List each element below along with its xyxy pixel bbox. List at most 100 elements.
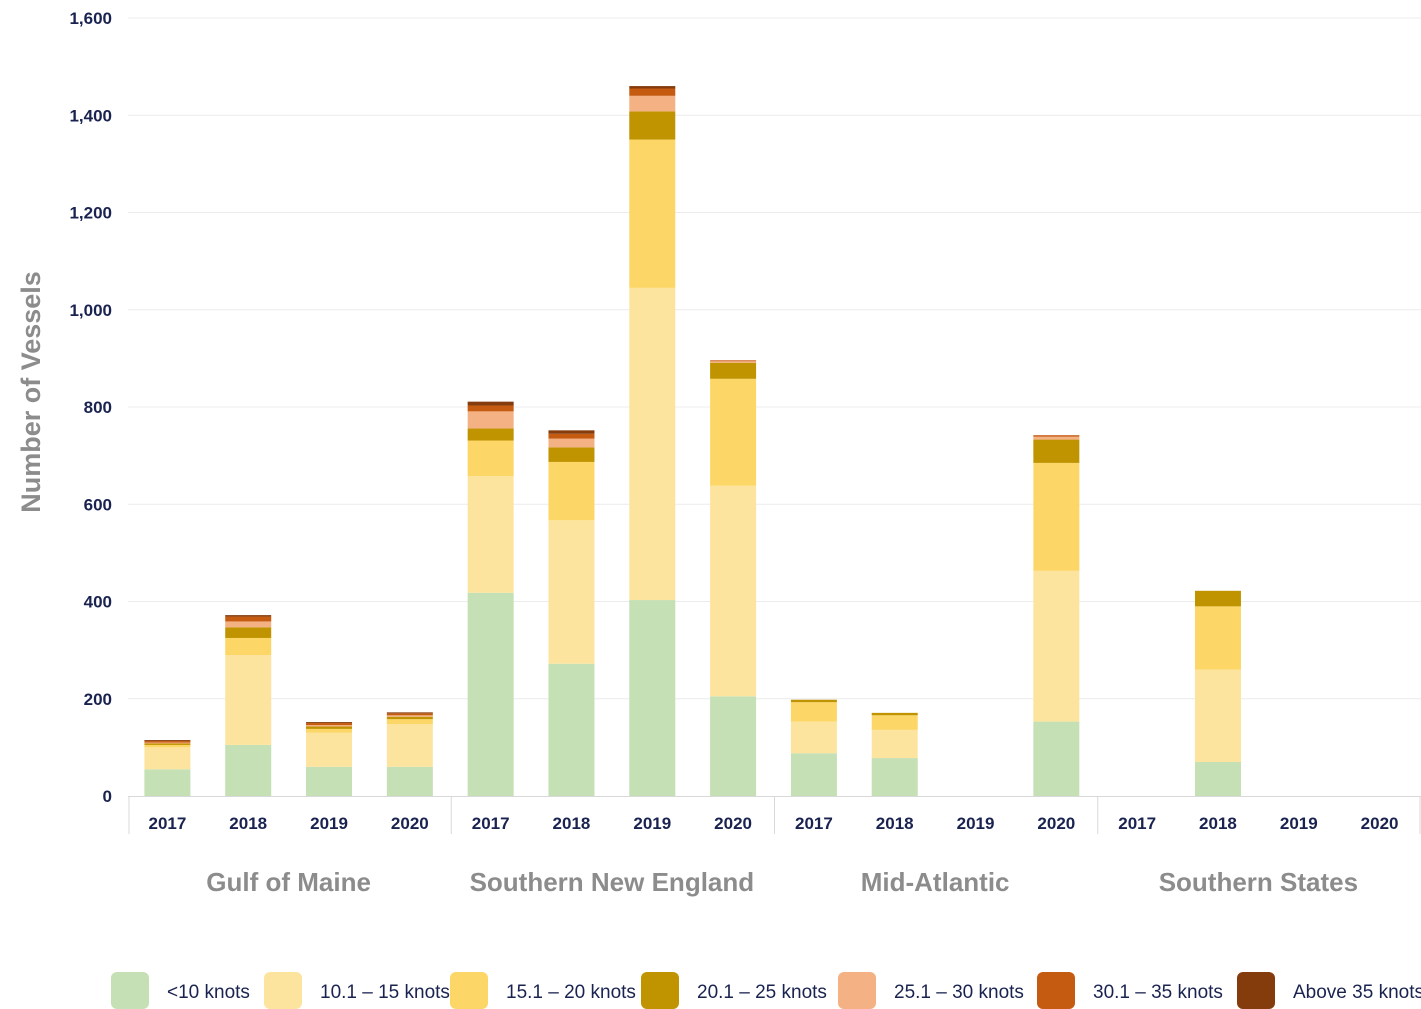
x-tick-label: 2018 (1199, 814, 1237, 833)
group-label: Southern New England (470, 867, 755, 897)
bar-segment (306, 766, 353, 796)
y-axis-label: Number of Vessels (16, 271, 46, 513)
bar-segment (790, 702, 837, 722)
x-tick-label: 2020 (1361, 814, 1399, 833)
gridlines (128, 17, 1421, 700)
legend-swatch (111, 972, 149, 1009)
y-axis-ticks: 0 200 400 600 800 1,000 1,200 1,400 1,600 (69, 9, 112, 806)
bar-segment (1033, 721, 1080, 796)
bar-segment (225, 615, 272, 617)
bar-segment (144, 747, 191, 770)
x-tick-label: 2017 (148, 814, 186, 833)
x-axis: 2017 2018 2019 2020 2017 2018 2019 2020 2017 2018… (128, 796, 1421, 897)
bar-segment (467, 440, 514, 477)
bar-segment (225, 627, 272, 638)
bar-segment (1033, 435, 1080, 437)
y-tick-label: 800 (84, 398, 112, 417)
bar-segment (225, 621, 272, 628)
bar-segment (386, 715, 433, 717)
bar-segment (548, 461, 595, 521)
bar-segment (1194, 761, 1241, 796)
bar-segment (629, 95, 676, 112)
bar-segment (871, 729, 918, 759)
bar-segment (306, 732, 353, 767)
bar-segment (144, 769, 191, 796)
bar-segment (144, 743, 191, 745)
legend-swatch (641, 972, 679, 1009)
bar-segment (710, 360, 757, 362)
bar-segment (871, 715, 918, 730)
bar-segment (467, 405, 514, 412)
bar-segment (1194, 590, 1241, 607)
x-tick-label: 2017 (472, 814, 510, 833)
bar-segment (629, 139, 676, 288)
legend-label: 20.1 – 25 knots (697, 982, 827, 1003)
legend-swatch (1037, 972, 1075, 1009)
x-tick-label: 2018 (229, 814, 267, 833)
x-tick-label: 2020 (391, 814, 429, 833)
bar-segment (306, 725, 353, 727)
group-label: Mid-Atlantic (861, 867, 1010, 897)
bar-segment (790, 753, 837, 796)
bar-segment (1194, 606, 1241, 670)
bar-segment (629, 111, 676, 140)
legend-label: 30.1 – 35 knots (1093, 982, 1223, 1003)
bar-segment (1194, 669, 1241, 762)
legend-label: Above 35 knots (1293, 982, 1421, 1003)
bar-segment (306, 723, 353, 726)
bar-segment (548, 430, 595, 434)
bar-segment (790, 699, 837, 703)
bar-segment (144, 740, 191, 742)
y-tick-label: 1,600 (69, 9, 112, 28)
bar-segment (467, 476, 514, 593)
bar-segment (548, 438, 595, 448)
bar-segment (225, 637, 272, 655)
y-tick-label: 600 (84, 495, 112, 514)
legend: <10 knots 10.1 – 15 knots 15.1 – 20 knots 2… (111, 972, 1421, 1009)
bar-segment (710, 696, 757, 796)
legend-label: 25.1 – 30 knots (894, 982, 1024, 1003)
legend-swatch (450, 972, 488, 1009)
bar-segment (548, 663, 595, 796)
x-tick-label: 2017 (795, 814, 833, 833)
bar-segment (548, 520, 595, 664)
bar-segment (306, 726, 353, 729)
y-tick-label: 400 (84, 593, 112, 612)
y-tick-label: 1,000 (69, 301, 112, 320)
bar-segment (710, 362, 757, 379)
bar-segment (871, 712, 918, 716)
x-tick-label: 2018 (876, 814, 914, 833)
x-tick-label: 2019 (1280, 814, 1318, 833)
bar-segment (225, 744, 272, 796)
bar-segment (629, 287, 676, 601)
bar-segment (710, 485, 757, 697)
bar-segment (710, 378, 757, 486)
bar-segment (386, 716, 433, 720)
bar-segment (386, 713, 433, 716)
bar-segment (548, 447, 595, 462)
bar-segment (1033, 439, 1080, 463)
legend-swatch (264, 972, 302, 1009)
legend-swatch (1237, 972, 1275, 1009)
bar-segment (467, 411, 514, 429)
y-tick-label: 1,200 (69, 204, 112, 223)
bars (144, 86, 1241, 796)
x-tick-label: 2019 (633, 814, 671, 833)
x-tick-label: 2020 (1037, 814, 1075, 833)
bar-segment (871, 758, 918, 796)
y-tick-label: 200 (84, 690, 112, 709)
bar-segment (467, 401, 514, 406)
legend-label: 15.1 – 20 knots (506, 982, 636, 1003)
x-tick-label: 2019 (310, 814, 348, 833)
group-label: Gulf of Maine (206, 867, 371, 897)
bar-segment (629, 600, 676, 796)
bar-segment (467, 428, 514, 441)
bar-segment (1033, 436, 1080, 440)
bar-segment (386, 712, 433, 714)
group-label: Southern States (1159, 867, 1358, 897)
bar-segment (548, 433, 595, 439)
y-tick-label: 1,400 (69, 106, 112, 125)
bar-segment (225, 616, 272, 622)
x-tick-label: 2020 (714, 814, 752, 833)
